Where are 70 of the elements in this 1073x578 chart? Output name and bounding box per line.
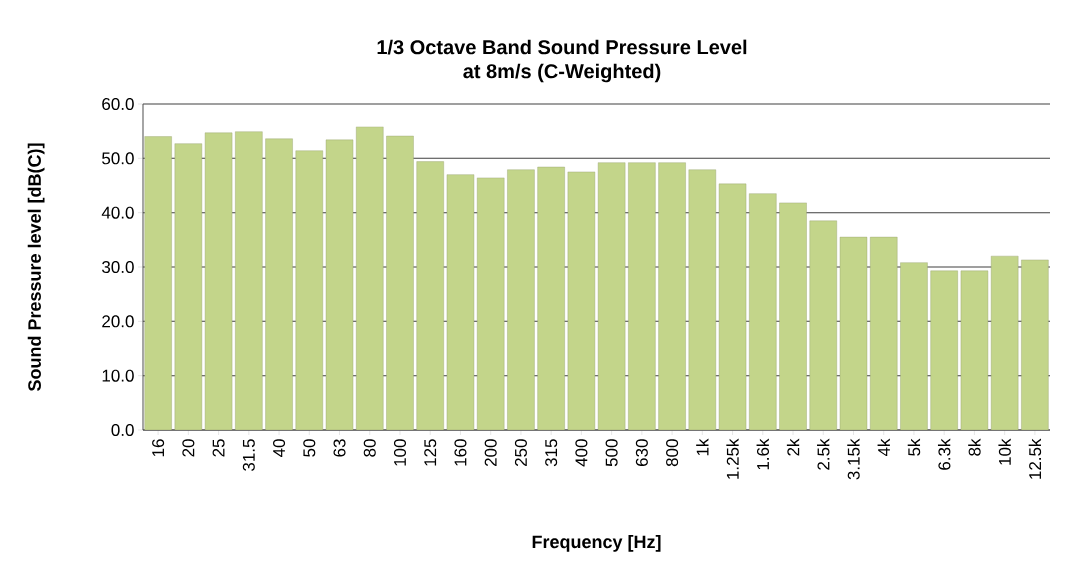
y-tick-label: 30.0	[102, 260, 134, 274]
x-tick-label: 2k	[786, 438, 800, 456]
y-tick-label: 10.0	[102, 369, 134, 382]
x-tick-label: 1.6k	[756, 438, 770, 470]
x-tick-label: 1.25k	[726, 438, 739, 479]
bar	[990, 255, 1019, 430]
bar	[386, 135, 414, 430]
x-tick-label: 63	[333, 439, 346, 457]
x-tick-label: 12.5k	[1028, 438, 1042, 479]
x-tick-label: 6.3k	[937, 438, 951, 470]
y-tick-label: 0.0	[111, 423, 134, 437]
x-tick-label: 500	[605, 439, 618, 467]
x-tick-label: 100	[393, 439, 407, 466]
bar	[839, 236, 868, 430]
bar	[960, 270, 989, 430]
y-axis-title: Sound Pressure level [dB(C)]	[27, 143, 45, 392]
y-tick-label: 40.0	[101, 206, 134, 219]
x-tick-label: 50	[303, 439, 316, 457]
x-tick-label: 630	[635, 439, 648, 467]
x-tick-label: 800	[666, 439, 679, 467]
bar	[295, 150, 323, 430]
x-tick-label: 5k	[907, 438, 921, 456]
y-tick-label: 50.0	[102, 152, 134, 165]
x-tick-label: 10k	[998, 438, 1011, 465]
x-tick-label: 1k	[696, 438, 709, 456]
x-tick-label: 125	[424, 439, 437, 466]
bar	[658, 162, 686, 430]
bar	[1021, 259, 1049, 430]
bar	[507, 169, 535, 430]
x-tick-label: 250	[514, 439, 527, 467]
x-tick-label: 315	[545, 439, 558, 467]
bar	[476, 177, 505, 430]
x-tick-label: 20	[182, 439, 195, 457]
bar	[144, 136, 172, 430]
x-tick-label: 8k	[968, 438, 981, 456]
x-axis-title: Frequency [Hz]	[532, 534, 661, 552]
x-tick-label: 200	[484, 439, 497, 467]
bar	[265, 138, 293, 430]
bar	[779, 202, 807, 430]
x-tick-label: 3.15k	[847, 438, 860, 480]
y-tick-label: 60.0	[102, 97, 134, 111]
x-tick-label: 40	[273, 439, 286, 458]
x-tick-label: 160	[454, 439, 467, 466]
bar	[900, 262, 928, 430]
bar	[688, 169, 717, 430]
bar	[809, 220, 837, 430]
x-tick-label: 2.5k	[817, 438, 830, 470]
bar	[597, 162, 626, 430]
bar	[174, 143, 203, 430]
x-tick-label: 4k	[877, 438, 890, 457]
bar	[235, 131, 263, 430]
x-tick-label: 25	[212, 439, 225, 457]
y-tick-label: 20.0	[102, 315, 134, 328]
x-tick-label: 31.5	[242, 439, 255, 471]
bar	[628, 162, 656, 430]
bar	[204, 132, 233, 430]
bar	[446, 174, 475, 430]
chart-title: 1/3 Octave Band Sound Pressure Level at 8m/s (C-Weighted)	[377, 39, 747, 83]
x-tick-label: 400	[575, 439, 588, 467]
bar	[930, 270, 958, 430]
bar	[870, 236, 898, 430]
bar	[718, 183, 747, 430]
bar	[356, 126, 384, 430]
bar	[416, 161, 444, 430]
bar	[749, 193, 777, 430]
x-tick-label: 16	[152, 439, 165, 457]
x-tick-label: 80	[363, 439, 376, 457]
bar	[567, 171, 596, 430]
bar	[325, 139, 354, 430]
bar	[537, 166, 565, 430]
